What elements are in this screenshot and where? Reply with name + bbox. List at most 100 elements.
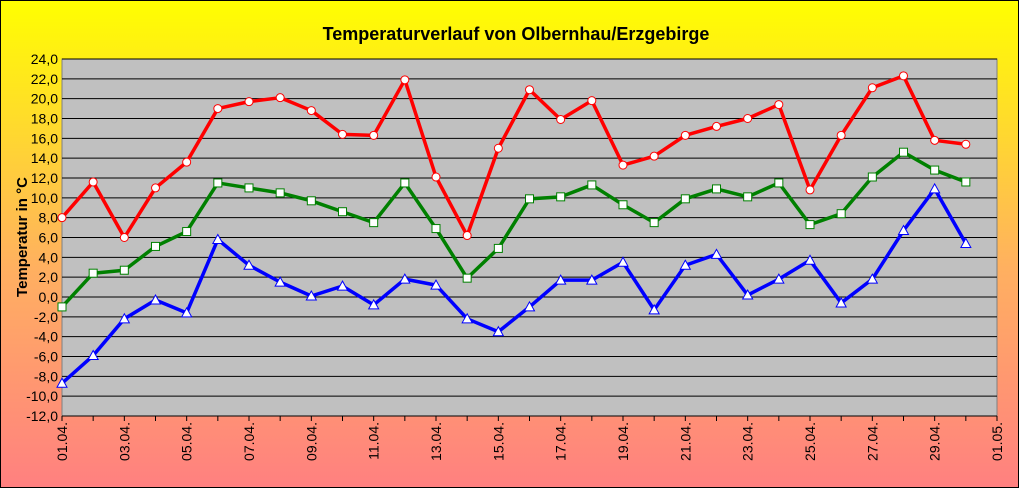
marker xyxy=(554,274,567,285)
marker xyxy=(306,106,316,116)
marker xyxy=(400,178,410,188)
marker xyxy=(525,85,534,95)
y-tick-label: 0,0 xyxy=(39,289,59,305)
x-tick-label: 29.04. xyxy=(927,422,943,461)
marker xyxy=(741,288,754,300)
y-tick-label: 18,0 xyxy=(31,111,58,127)
marker xyxy=(213,104,223,114)
x-tick-label: 01.04. xyxy=(54,422,70,461)
marker xyxy=(899,71,908,81)
marker xyxy=(836,209,846,219)
marker xyxy=(804,254,816,265)
marker xyxy=(338,207,347,217)
marker xyxy=(805,220,815,230)
marker xyxy=(461,312,474,324)
x-tick-label: 27.04. xyxy=(864,422,880,461)
marker xyxy=(930,165,940,175)
marker xyxy=(680,130,690,140)
marker xyxy=(587,180,597,190)
marker xyxy=(493,143,503,153)
marker xyxy=(774,100,784,110)
marker xyxy=(867,172,877,182)
marker xyxy=(431,172,441,182)
marker xyxy=(88,177,98,187)
marker xyxy=(679,259,692,270)
x-tick-label: 11.04. xyxy=(366,422,382,460)
marker xyxy=(118,312,131,324)
y-tick-label: 8,0 xyxy=(39,210,59,226)
series-line xyxy=(60,74,967,240)
marker xyxy=(243,259,255,270)
y-tick-label: 4,0 xyxy=(39,249,59,265)
marker xyxy=(959,237,972,248)
marker xyxy=(617,256,629,267)
marker xyxy=(585,274,598,285)
x-tick-label: 23.04. xyxy=(740,422,756,461)
x-tick-label: 15.04. xyxy=(490,422,506,461)
marker xyxy=(712,121,721,131)
chart-title: Temperaturverlauf von Olbernhau/Erzgebir… xyxy=(323,24,710,44)
marker xyxy=(772,273,785,284)
x-tick-label: 05.04. xyxy=(179,422,195,461)
marker xyxy=(275,93,285,103)
marker xyxy=(836,130,846,140)
marker xyxy=(275,188,285,198)
marker xyxy=(774,178,784,188)
y-tick-label: -12,0 xyxy=(26,408,58,424)
marker xyxy=(493,243,503,253)
y-tick-label: 14,0 xyxy=(31,150,58,166)
marker xyxy=(587,96,597,106)
marker xyxy=(151,241,160,251)
marker xyxy=(88,268,98,278)
y-tick-label: 2,0 xyxy=(39,269,59,285)
marker xyxy=(430,279,442,290)
y-tick-label: 16,0 xyxy=(31,130,58,146)
marker xyxy=(369,130,379,140)
marker xyxy=(961,139,971,149)
y-tick-label: -6,0 xyxy=(34,349,58,365)
marker xyxy=(119,233,129,242)
y-tick-label: -2,0 xyxy=(34,309,58,325)
marker xyxy=(525,194,534,204)
x-tick-label: 13.04. xyxy=(428,422,444,461)
marker xyxy=(648,303,661,315)
marker xyxy=(338,129,347,139)
series-line xyxy=(60,187,968,385)
marker xyxy=(928,182,941,194)
marker xyxy=(244,97,254,107)
x-tick-label: 01.05. xyxy=(989,422,1005,461)
marker xyxy=(57,213,67,223)
marker xyxy=(367,298,380,310)
marker xyxy=(57,302,67,312)
marker xyxy=(492,325,505,337)
marker xyxy=(961,177,971,187)
marker xyxy=(244,183,254,193)
x-tick-label: 07.04. xyxy=(241,422,257,461)
marker xyxy=(213,178,223,188)
marker xyxy=(710,248,723,259)
marker xyxy=(618,200,628,210)
marker xyxy=(523,300,536,312)
marker xyxy=(211,233,224,244)
marker xyxy=(712,184,721,194)
marker xyxy=(151,183,160,193)
x-tick-label: 03.04. xyxy=(116,422,132,461)
x-tick-label: 25.04. xyxy=(802,422,818,461)
x-tick-label: 21.04. xyxy=(677,422,693,461)
y-tick-label: 24,0 xyxy=(31,51,58,67)
marker xyxy=(431,224,441,234)
marker xyxy=(305,289,318,301)
y-axis-label: Temperatur in °C xyxy=(14,177,31,297)
y-tick-label: 12,0 xyxy=(31,170,58,186)
marker xyxy=(805,185,815,195)
marker xyxy=(743,192,753,202)
marker xyxy=(274,276,287,287)
marker xyxy=(182,157,192,167)
marker xyxy=(899,147,908,157)
marker xyxy=(743,114,753,123)
y-tick-label: 6,0 xyxy=(39,230,59,246)
marker xyxy=(398,273,411,284)
marker xyxy=(180,306,193,318)
y-tick-label: 10,0 xyxy=(31,190,58,206)
marker xyxy=(866,273,879,284)
